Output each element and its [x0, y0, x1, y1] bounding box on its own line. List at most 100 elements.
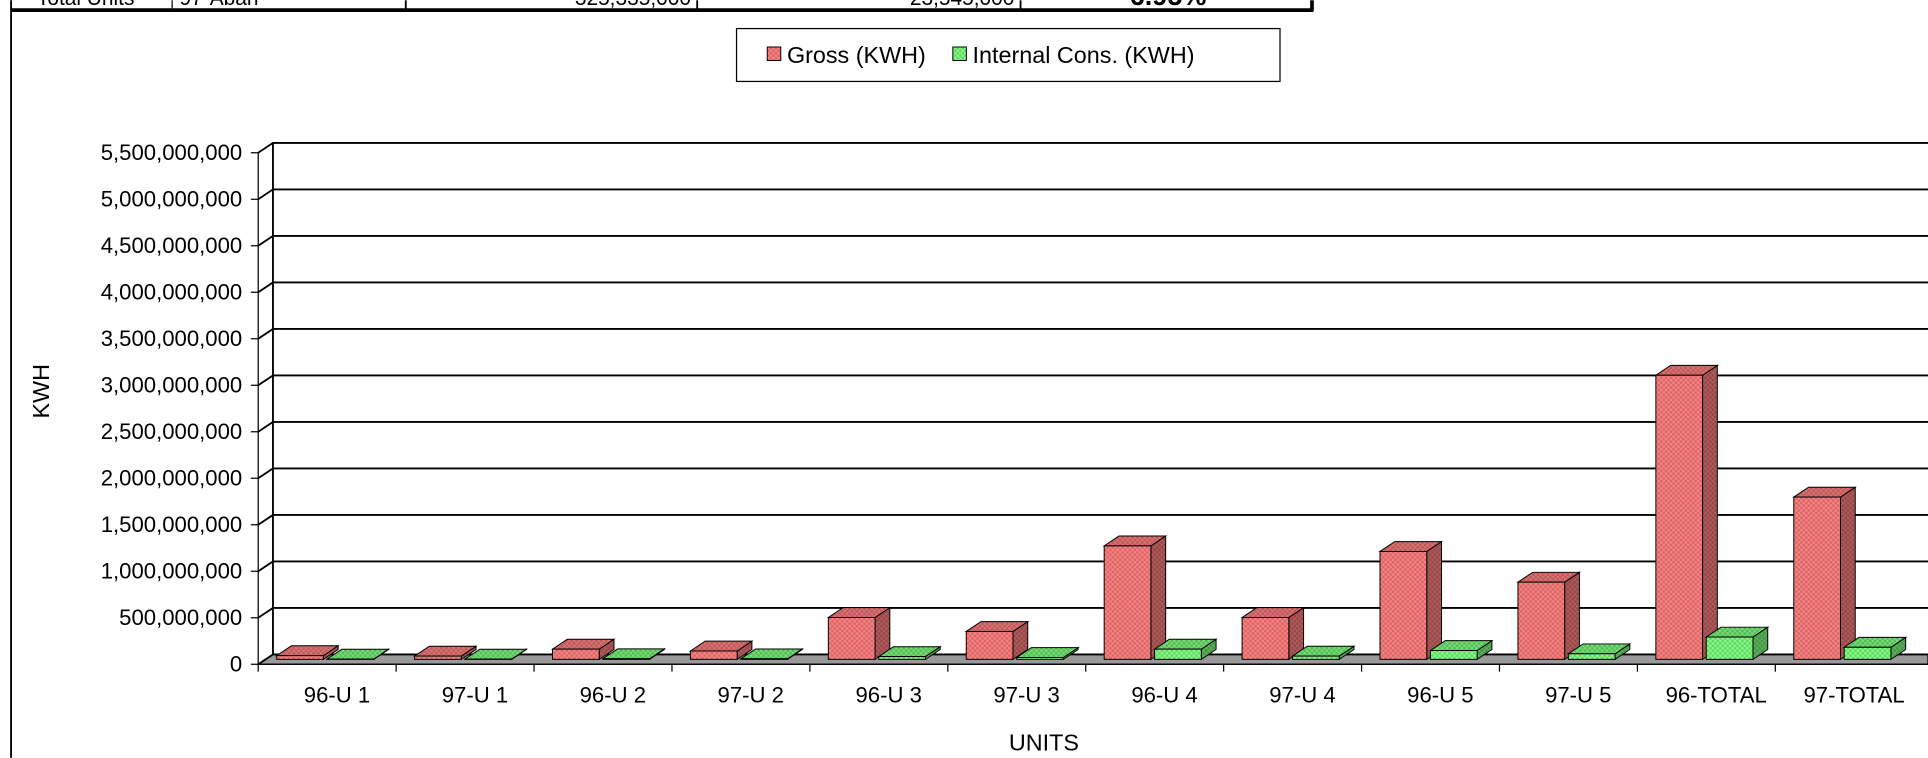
- bar-front: [1843, 646, 1892, 660]
- bar-side-shade: [1150, 536, 1166, 660]
- grid-line: [257, 607, 1928, 619]
- bar-top-shade: [1380, 541, 1442, 552]
- bar-top-shade: [1568, 643, 1630, 654]
- bar-front: [1154, 648, 1202, 660]
- bar-side-shade: [461, 646, 477, 660]
- x-tick-label: 96-U 3: [855, 682, 921, 707]
- bar-top-shade: [740, 648, 803, 659]
- bar-side-shade: [1615, 643, 1630, 660]
- bar-front: [740, 658, 789, 660]
- table-cell: 23,545,000: [910, 0, 1015, 10]
- bar-top-shade: [464, 649, 527, 660]
- bar: [1704, 626, 1770, 661]
- y-tick-label: 3,000,000,000: [101, 373, 243, 398]
- grid-line: [257, 374, 1928, 387]
- bar-top-shade: [552, 639, 614, 650]
- bar-front: [1793, 496, 1841, 660]
- y-axis-title: KWH: [28, 364, 54, 419]
- bar-front: [827, 617, 876, 660]
- grid-line: [257, 467, 1928, 480]
- bar-front: [602, 658, 651, 660]
- bar-top-shade: [1016, 647, 1079, 658]
- bar-front: [1292, 655, 1340, 660]
- x-tick-label: 97-U 3: [993, 682, 1059, 707]
- bar: [688, 640, 754, 661]
- x-tick-label: 96-U 5: [1407, 682, 1473, 707]
- grid-line: [257, 653, 1928, 666]
- bar: [1842, 636, 1908, 661]
- bar-front: [1429, 650, 1478, 660]
- bar-top-shade: [1706, 627, 1768, 638]
- table-cell: Total Units: [37, 0, 135, 10]
- bar-side-shade: [1288, 607, 1304, 660]
- bar: [1290, 645, 1356, 661]
- grid-line: [257, 281, 1928, 294]
- legend-swatch: [766, 46, 782, 62]
- x-tick-label: 97-U 4: [1269, 682, 1335, 707]
- table-cell: 97-Aban: [180, 0, 259, 10]
- bar-side-shade: [1012, 621, 1028, 660]
- grid-line: [257, 328, 1928, 340]
- y-tick-label: 2,000,000,000: [101, 466, 243, 491]
- grid-line: [257, 514, 1928, 526]
- x-axis-title: UNITS: [1009, 729, 1079, 755]
- bar: [1015, 646, 1080, 661]
- bar-top-shade: [1242, 607, 1304, 618]
- grid-line: [257, 421, 1928, 433]
- x-tick-label: 97-U 5: [1545, 682, 1611, 707]
- bar-top-shade: [878, 646, 941, 657]
- bar: [1792, 486, 1857, 661]
- legend-label: Gross (KWH): [787, 42, 926, 68]
- bar-front: [1705, 636, 1754, 660]
- bar: [463, 648, 529, 661]
- bar-side-shade: [737, 641, 752, 660]
- bar-front: [552, 648, 600, 660]
- x-tick-label: 97-U 1: [442, 682, 508, 707]
- y-tick-label: 500,000,000: [119, 605, 242, 630]
- legend-label: Internal Cons. (KWH): [973, 42, 1195, 68]
- bar: [1654, 364, 1719, 661]
- bar: [550, 638, 616, 661]
- bar-side-shade: [323, 645, 339, 660]
- bar: [601, 647, 667, 661]
- y-tick-label: 4,500,000,000: [101, 233, 243, 258]
- bar: [1516, 571, 1582, 661]
- grid-line: [257, 560, 1928, 573]
- bar-front: [276, 655, 324, 660]
- bar: [1102, 535, 1168, 661]
- bar-side-shade: [1564, 572, 1580, 660]
- grid-line: [257, 141, 1928, 154]
- bar-top-shade: [327, 649, 389, 660]
- legend-swatch: [952, 46, 967, 62]
- bar-front: [965, 630, 1014, 660]
- bar: [877, 645, 942, 661]
- y-tick-label: 4,000,000,000: [101, 280, 243, 305]
- bar-side-shade: [1702, 365, 1718, 660]
- bar-top-shade: [1104, 536, 1166, 546]
- x-tick-label: 96-U 2: [580, 682, 646, 707]
- table-cell: 325,335,000: [575, 0, 691, 10]
- bar-side-shade: [599, 639, 614, 660]
- bar-top-shade: [1154, 639, 1217, 650]
- x-tick-label: 96-TOTAL: [1666, 682, 1767, 707]
- bar-top-shade: [1793, 487, 1856, 498]
- bar-top-shade: [1844, 637, 1906, 648]
- y-tick-label: 0: [230, 652, 242, 677]
- bar-front: [1567, 653, 1616, 660]
- bar: [826, 606, 892, 661]
- bar-top-shade: [414, 646, 477, 657]
- bar-top-shade: [1655, 365, 1718, 376]
- bar: [1428, 639, 1494, 661]
- bar-top-shade: [966, 621, 1028, 632]
- bar-side-shade: [1339, 646, 1354, 660]
- x-tick-label: 96-U 4: [1131, 682, 1197, 707]
- x-tick-label: 97-TOTAL: [1803, 682, 1904, 707]
- bar: [1152, 638, 1218, 661]
- bar-side-shade: [925, 646, 941, 660]
- grid-line: [257, 234, 1928, 247]
- bar-side-shade: [1477, 640, 1492, 660]
- bar-side-shade: [1201, 639, 1217, 660]
- bar-front: [1016, 656, 1064, 660]
- bar: [1566, 643, 1632, 661]
